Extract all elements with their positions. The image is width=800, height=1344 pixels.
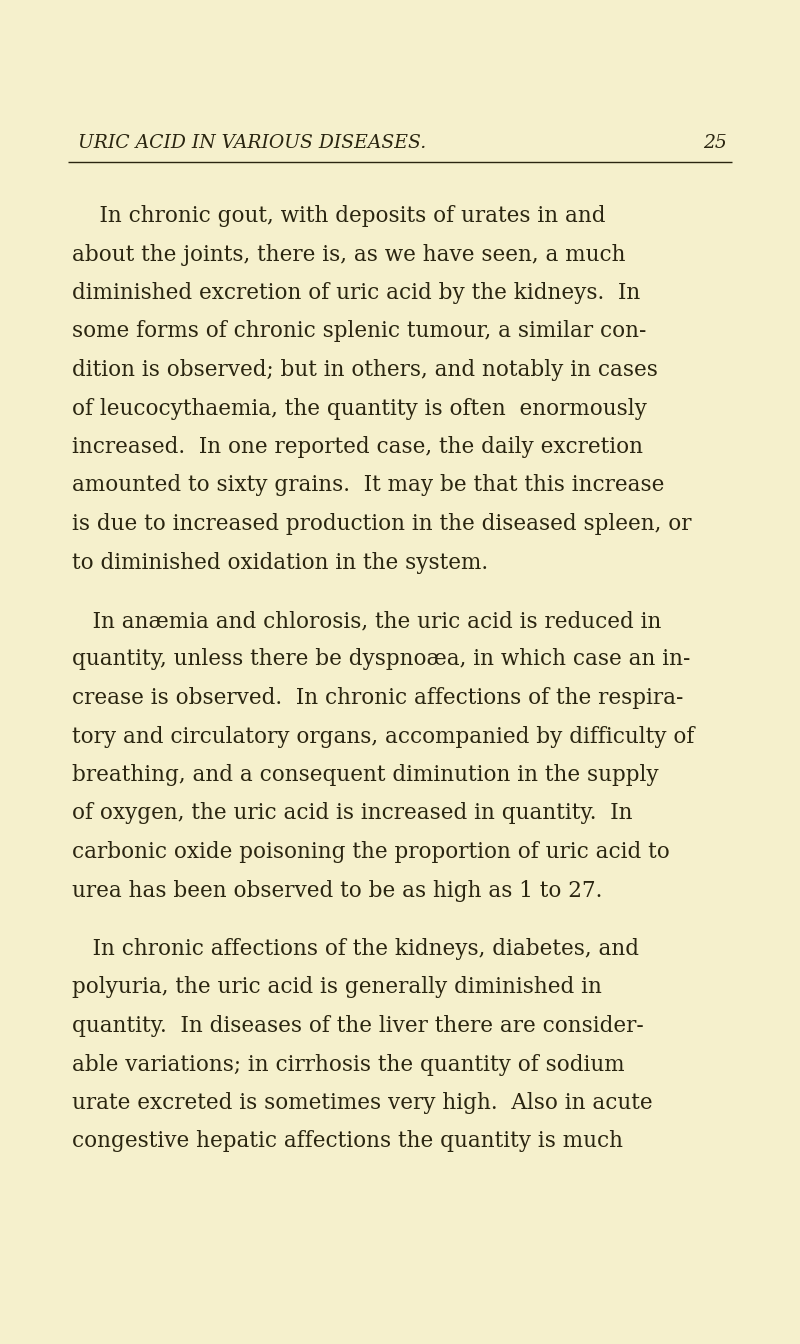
Text: tory and circulatory organs, accompanied by difficulty of: tory and circulatory organs, accompanied… (72, 726, 694, 747)
Text: is due to increased production in the diseased spleen, or: is due to increased production in the di… (72, 513, 691, 535)
Text: 25: 25 (703, 134, 727, 152)
Text: congestive hepatic affections the quantity is much: congestive hepatic affections the quanti… (72, 1130, 623, 1153)
Text: breathing, and a consequent diminution in the supply: breathing, and a consequent diminution i… (72, 763, 658, 786)
Text: amounted to sixty grains.  It may be that this increase: amounted to sixty grains. It may be that… (72, 474, 664, 496)
Text: polyuria, the uric acid is generally diminished in: polyuria, the uric acid is generally dim… (72, 977, 602, 999)
Text: carbonic oxide poisoning the proportion of uric acid to: carbonic oxide poisoning the proportion … (72, 841, 670, 863)
Text: quantity, unless there be dyspnoæa, in which case an in-: quantity, unless there be dyspnoæa, in w… (72, 649, 690, 671)
Text: In chronic affections of the kidneys, diabetes, and: In chronic affections of the kidneys, di… (72, 938, 639, 960)
Text: diminished excretion of uric acid by the kidneys.  In: diminished excretion of uric acid by the… (72, 282, 640, 304)
Text: to diminished oxidation in the system.: to diminished oxidation in the system. (72, 551, 488, 574)
Text: urate excreted is sometimes very high.  Also in acute: urate excreted is sometimes very high. A… (72, 1091, 653, 1114)
Text: quantity.  In diseases of the liver there are consider-: quantity. In diseases of the liver there… (72, 1015, 644, 1038)
Text: In chronic gout, with deposits of urates in and: In chronic gout, with deposits of urates… (72, 206, 606, 227)
Text: of leucocythaemia, the quantity is often  enormously: of leucocythaemia, the quantity is often… (72, 398, 647, 419)
Text: about the joints, there is, as we have seen, a much: about the joints, there is, as we have s… (72, 243, 626, 266)
Text: of oxygen, the uric acid is increased in quantity.  In: of oxygen, the uric acid is increased in… (72, 802, 633, 824)
Text: urea has been observed to be as high as 1 to 27.: urea has been observed to be as high as … (72, 879, 602, 902)
Text: crease is observed.  In chronic affections of the respira-: crease is observed. In chronic affection… (72, 687, 683, 710)
Text: dition is observed; but in others, and notably in cases: dition is observed; but in others, and n… (72, 359, 658, 380)
Text: URIC ACID IN VARIOUS DISEASES.: URIC ACID IN VARIOUS DISEASES. (78, 134, 426, 152)
Text: In anæmia and chlorosis, the uric acid is reduced in: In anæmia and chlorosis, the uric acid i… (72, 610, 662, 632)
Text: able variations; in cirrhosis the quantity of sodium: able variations; in cirrhosis the quanti… (72, 1054, 625, 1075)
Text: increased.  In one reported case, the daily excretion: increased. In one reported case, the dai… (72, 435, 643, 458)
Text: some forms of chronic splenic tumour, a similar con-: some forms of chronic splenic tumour, a … (72, 320, 646, 343)
